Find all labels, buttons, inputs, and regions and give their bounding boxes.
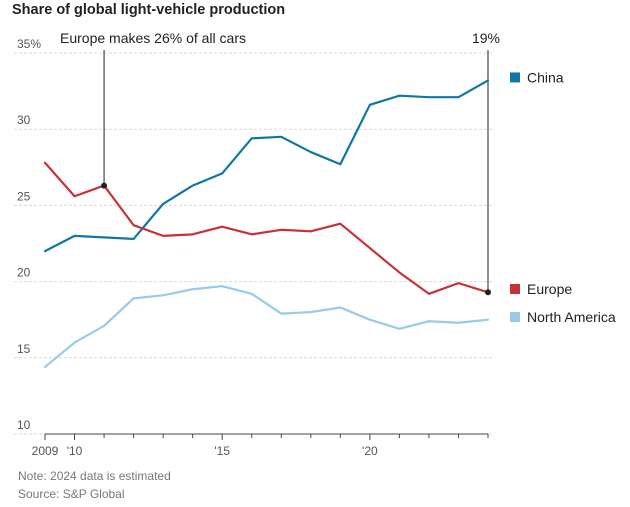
- y-tick-label: 10: [17, 418, 31, 432]
- y-axis-tick-labels: 10 15 20 25 30 35%: [17, 37, 41, 432]
- x-axis-tick-labels: 2009 '10 '15 '20: [32, 444, 378, 458]
- annotation-marker: [101, 182, 108, 189]
- x-tick-label: '20: [362, 444, 378, 458]
- legend-swatch-north-america: [510, 312, 520, 322]
- data-series: [43, 79, 490, 369]
- chart-note: Note: 2024 data is estimated: [18, 469, 171, 483]
- legend-label-china: China: [527, 69, 564, 85]
- legend: China Europe North America: [510, 69, 616, 325]
- y-tick-label: 30: [17, 113, 31, 127]
- annotations: Europe makes 26% of all cars 19%: [60, 30, 500, 293]
- y-tick-label: 25: [17, 189, 31, 203]
- chart-title: Share of global light-vehicle production: [12, 2, 286, 18]
- grid-lines: [14, 52, 493, 440]
- legend-swatch-europe: [510, 284, 520, 294]
- x-tick-label: 2009: [32, 444, 59, 458]
- legend-label-north-america: North America: [527, 309, 616, 325]
- series-line-north-america: [43, 285, 490, 369]
- y-tick-label: 15: [17, 342, 31, 356]
- chart-source: Source: S&P Global: [18, 487, 125, 501]
- line-chart: 10 15 20 25 30 35% 2009 '10 '15 '20 Europe makes…: [14, 30, 616, 458]
- y-tick-label: 20: [17, 266, 31, 280]
- annotation-label: Europe makes 26% of all cars: [60, 30, 246, 46]
- annotation-marker: [485, 289, 491, 296]
- legend-label-europe: Europe: [527, 281, 572, 297]
- annotation-markers: [101, 182, 491, 296]
- legend-swatch-china: [510, 72, 520, 83]
- annotation-label: 19%: [472, 30, 500, 46]
- series-line-china: [43, 79, 490, 253]
- series-line-europe: [43, 161, 490, 295]
- y-tick-label: 35%: [17, 37, 41, 51]
- x-tick-label: '10: [67, 444, 83, 458]
- x-tick-label: '15: [214, 444, 230, 458]
